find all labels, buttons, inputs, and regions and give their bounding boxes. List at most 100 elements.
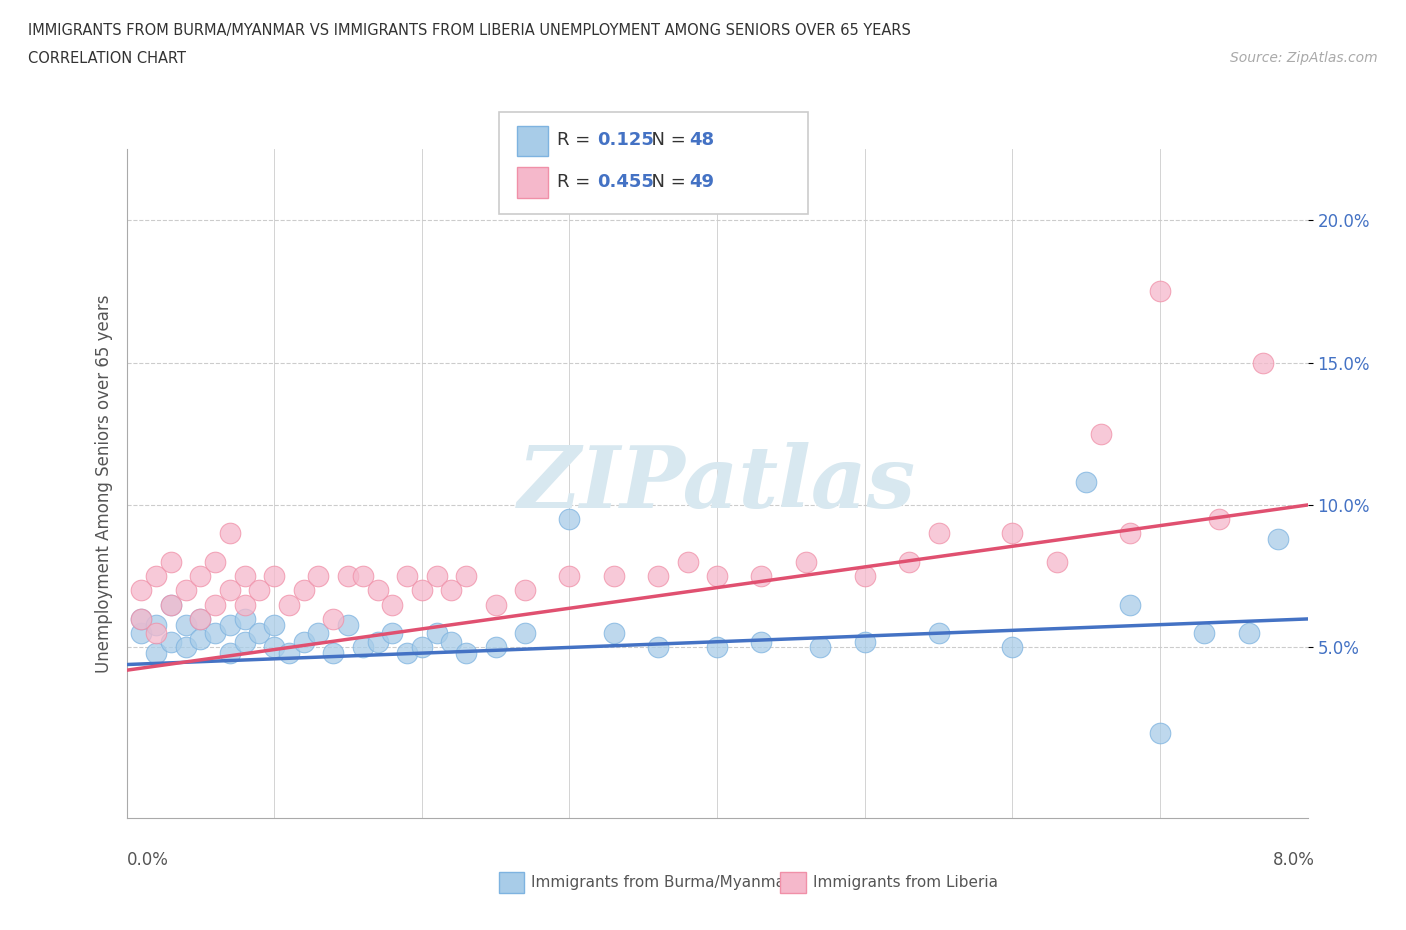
Text: Source: ZipAtlas.com: Source: ZipAtlas.com xyxy=(1230,51,1378,65)
Point xyxy=(174,618,197,632)
Point xyxy=(897,554,920,569)
Point xyxy=(292,583,315,598)
Point xyxy=(233,612,256,627)
Point xyxy=(558,512,581,526)
Point xyxy=(647,640,669,655)
Point xyxy=(174,583,197,598)
Point xyxy=(454,645,477,660)
Point xyxy=(278,597,301,612)
Point xyxy=(145,569,167,584)
Point xyxy=(129,612,153,627)
Point xyxy=(233,597,256,612)
Point xyxy=(603,626,626,641)
Point xyxy=(515,583,537,598)
Point xyxy=(322,645,344,660)
Text: R =: R = xyxy=(557,173,596,192)
Point xyxy=(204,597,226,612)
Point xyxy=(129,583,153,598)
Point xyxy=(219,618,242,632)
Point xyxy=(484,640,508,655)
Point xyxy=(263,640,285,655)
Text: IMMIGRANTS FROM BURMA/MYANMAR VS IMMIGRANTS FROM LIBERIA UNEMPLOYMENT AMONG SENI: IMMIGRANTS FROM BURMA/MYANMAR VS IMMIGRA… xyxy=(28,23,911,38)
Point xyxy=(174,640,197,655)
Point xyxy=(381,597,404,612)
Point xyxy=(366,634,388,649)
Point xyxy=(1208,512,1230,526)
Point xyxy=(219,526,242,541)
Point xyxy=(188,569,211,584)
Point xyxy=(1076,474,1098,489)
Text: CORRELATION CHART: CORRELATION CHART xyxy=(28,51,186,66)
Point xyxy=(337,618,360,632)
Point xyxy=(515,626,537,641)
Point xyxy=(440,583,463,598)
Text: 8.0%: 8.0% xyxy=(1272,851,1315,870)
Point xyxy=(1149,284,1171,299)
Point xyxy=(337,569,360,584)
Point xyxy=(853,569,876,584)
Text: Immigrants from Burma/Myanmar: Immigrants from Burma/Myanmar xyxy=(531,875,792,890)
Point xyxy=(1192,626,1215,641)
Point xyxy=(396,569,419,584)
Point xyxy=(411,583,433,598)
Point xyxy=(1119,526,1142,541)
Point xyxy=(204,554,226,569)
Point xyxy=(558,569,581,584)
Text: N =: N = xyxy=(640,173,692,192)
Point xyxy=(247,626,270,641)
Point xyxy=(160,597,183,612)
Point xyxy=(188,612,211,627)
Point xyxy=(219,645,242,660)
Point xyxy=(425,626,447,641)
Point xyxy=(706,640,728,655)
Point xyxy=(1090,426,1112,441)
Point xyxy=(810,640,832,655)
Point xyxy=(129,626,153,641)
Point xyxy=(352,640,374,655)
Point xyxy=(411,640,433,655)
Point xyxy=(145,645,167,660)
Point xyxy=(160,597,183,612)
Point xyxy=(1237,626,1260,641)
Point xyxy=(381,626,404,641)
Point xyxy=(129,612,153,627)
Point xyxy=(484,597,508,612)
Point xyxy=(307,626,329,641)
Point xyxy=(1267,532,1289,547)
Text: N =: N = xyxy=(640,131,692,150)
Text: 0.0%: 0.0% xyxy=(127,851,169,870)
Point xyxy=(1119,597,1142,612)
Text: 49: 49 xyxy=(689,173,714,192)
Point xyxy=(145,626,167,641)
Point xyxy=(751,569,773,584)
Text: 0.455: 0.455 xyxy=(598,173,654,192)
Point xyxy=(1251,355,1274,370)
Point xyxy=(188,612,211,627)
Point xyxy=(676,554,699,569)
Point xyxy=(425,569,447,584)
Point xyxy=(853,634,876,649)
Point xyxy=(145,618,167,632)
Point xyxy=(188,631,211,646)
Text: Immigrants from Liberia: Immigrants from Liberia xyxy=(813,875,998,890)
Point xyxy=(352,569,374,584)
Point xyxy=(1149,725,1171,740)
Point xyxy=(706,569,728,584)
Text: R =: R = xyxy=(557,131,596,150)
Point xyxy=(1001,526,1024,541)
Text: 48: 48 xyxy=(689,131,714,150)
Point xyxy=(603,569,626,584)
Point xyxy=(751,634,773,649)
Text: ZIPatlas: ZIPatlas xyxy=(517,442,917,525)
Point xyxy=(794,554,817,569)
Point xyxy=(219,583,242,598)
Point xyxy=(928,626,950,641)
Point xyxy=(366,583,388,598)
Point xyxy=(204,626,226,641)
Point xyxy=(647,569,669,584)
Point xyxy=(233,569,256,584)
Point xyxy=(278,645,301,660)
Point xyxy=(247,583,270,598)
Point xyxy=(263,618,285,632)
Point xyxy=(440,634,463,649)
